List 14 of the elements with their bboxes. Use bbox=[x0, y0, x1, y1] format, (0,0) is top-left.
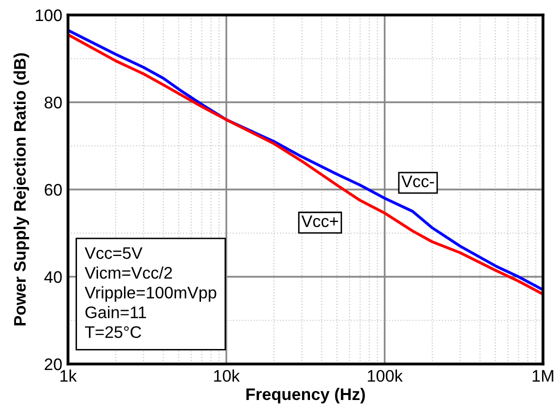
y-tick-label: 20 bbox=[44, 358, 62, 370]
series-label: Vcc+ bbox=[301, 215, 338, 228]
x-tick-label: 10k bbox=[214, 370, 240, 382]
y-tick-label: 80 bbox=[44, 96, 62, 108]
x-tick-label: 1M bbox=[532, 370, 554, 382]
y-tick-label: 40 bbox=[44, 271, 62, 283]
x-tick-label: 1k bbox=[60, 370, 77, 382]
x-axis-title: Frequency (Hz) bbox=[246, 388, 365, 404]
series-label: Vcc- bbox=[401, 176, 434, 188]
x-tick-label: 100k bbox=[368, 370, 403, 382]
y-axis-title: Power Supply Rejection Ratio (dB) bbox=[14, 53, 30, 326]
annotation: Vcc=5V Vicm=Vcc/2 Vripple=100mVpp Gain=11 T=25°C bbox=[84, 247, 216, 338]
y-tick-label: 60 bbox=[44, 184, 62, 196]
y-tick-label: 100 bbox=[36, 9, 62, 22]
